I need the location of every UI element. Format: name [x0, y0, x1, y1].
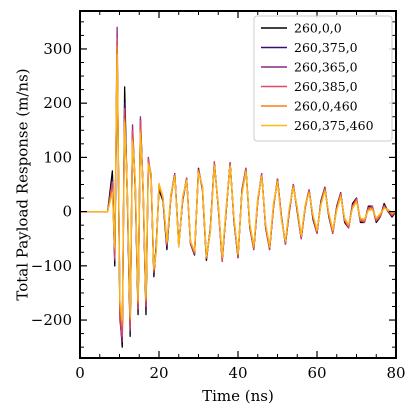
y-tick-label: 100 [43, 148, 72, 166]
x-tick-label: 80 [386, 364, 405, 382]
legend-label-3: 260,365,0 [294, 60, 358, 75]
y-tick-label: −100 [31, 257, 72, 275]
x-tick-label: 0 [75, 364, 85, 382]
legend-label-2: 260,375,0 [294, 40, 358, 55]
x-tick-label: 20 [149, 364, 168, 382]
y-tick-label: −200 [31, 311, 72, 329]
legend-label-4: 260,385,0 [294, 79, 358, 94]
x-tick-label: 40 [228, 364, 247, 382]
axes-ticks: 0 20 40 60 80 −200 −100 0 100 200 300 [31, 11, 406, 382]
legend-label-1: 260,0,0 [294, 21, 342, 36]
legend: 260,0,0 260,375,0 260,365,0 260,385,0 260,0,… [253, 15, 393, 142]
y-axis-label: Total Payload Response (m/ns) [13, 68, 31, 300]
legend-label-5: 260,0,460 [294, 99, 358, 114]
legend-label-6: 260,375,460 [294, 118, 374, 133]
legend-box [253, 15, 393, 142]
y-tick-label: 300 [43, 40, 72, 58]
series-line-6 [80, 53, 396, 321]
x-axis-label: Time (ns) [202, 387, 274, 405]
y-tick-label: 0 [62, 203, 72, 221]
y-tick-label: 200 [43, 94, 72, 112]
plot-lines [80, 26, 396, 348]
x-tick-label: 60 [307, 364, 326, 382]
